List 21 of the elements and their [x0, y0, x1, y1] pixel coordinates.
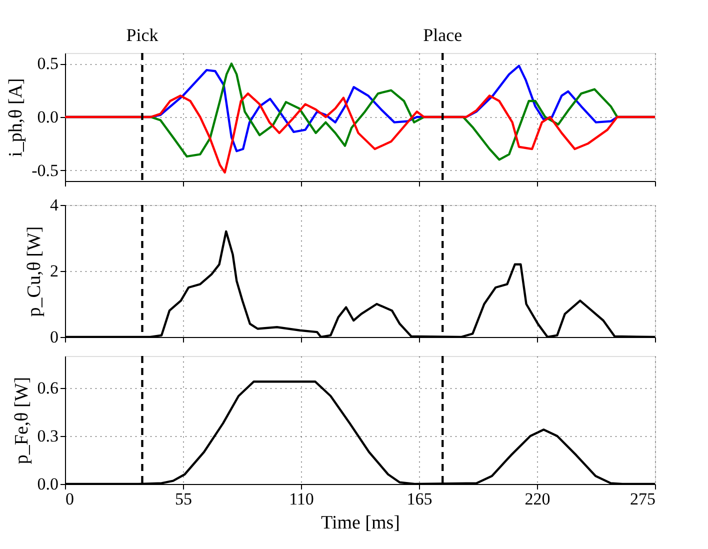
y-tick-label: 0.6: [37, 378, 58, 398]
y-tick-label: -0.5: [32, 160, 58, 180]
x-tick-label: 275: [630, 490, 656, 508]
y-tick-label: 0: [50, 328, 58, 346]
y-axis-title: p_Cu,θ [W]: [24, 226, 45, 317]
ref-line-label: Pick: [126, 25, 158, 45]
y-tick-label: 2: [50, 262, 58, 280]
y-tick-label: 0.5: [37, 54, 58, 74]
x-tick-label: 55: [175, 490, 192, 508]
x-tick-label: 165: [406, 490, 432, 508]
x-tick-label: 110: [289, 490, 314, 508]
y-tick-label: 4: [50, 196, 59, 214]
y-tick-label: 0.0: [37, 108, 58, 126]
y-tick-label: 0.0: [37, 474, 58, 494]
ref-line-label: Place: [423, 25, 462, 45]
x-tick-label: 220: [524, 490, 550, 508]
y-axis-title: p_Fe,θ [W]: [11, 376, 32, 464]
x-tick-label: 0: [66, 490, 74, 508]
x-axis-title: Time [ms]: [320, 512, 400, 534]
y-tick-label: 0.3: [37, 426, 58, 446]
y-axis-title: i_ph,θ [A]: [6, 78, 27, 157]
